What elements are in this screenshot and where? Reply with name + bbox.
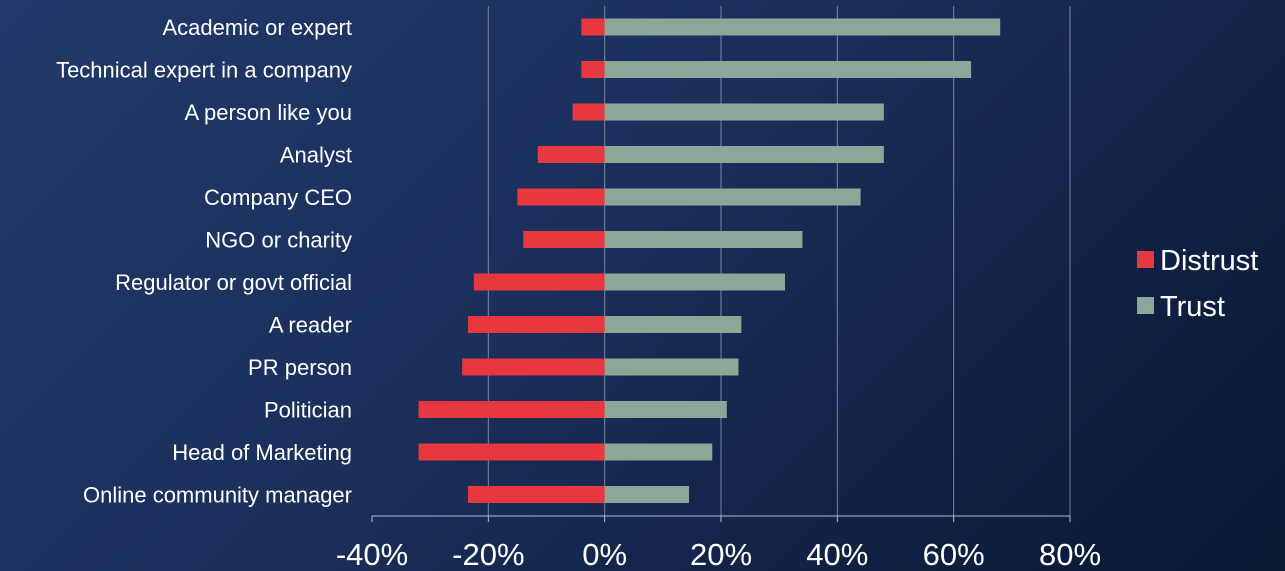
x-tick-label: 80% xyxy=(1039,537,1101,571)
category-label: Regulator or govt official xyxy=(115,270,352,295)
x-tick-label: 0% xyxy=(582,537,627,571)
bar-trust-a-person-like-you xyxy=(604,103,884,121)
category-label: A reader xyxy=(269,313,352,338)
category-label: NGO or charity xyxy=(205,228,352,253)
bar-trust-politician xyxy=(604,401,727,418)
bar-distrust-politician xyxy=(418,401,605,418)
bar-distrust-academic-or-expert xyxy=(581,18,605,36)
legend-label-distrust: Distrust xyxy=(1160,245,1258,277)
category-label: Head of Marketing xyxy=(172,440,352,465)
bar-distrust-ngo-or-charity xyxy=(523,231,605,248)
x-axis: -40% -20% 0% 20% 40% 60% 80% xyxy=(336,515,1101,571)
x-tick-label: -40% xyxy=(336,537,408,571)
x-tick-label: 20% xyxy=(690,537,752,571)
category-label: Online community manager xyxy=(83,483,352,508)
x-tick-label: 40% xyxy=(806,537,868,571)
bar-distrust-a-reader xyxy=(467,316,605,333)
category-label: Academic or expert xyxy=(162,15,352,40)
category-label: A person like you xyxy=(184,100,352,125)
bar-trust-technical-expert-in-a-company xyxy=(604,61,972,78)
gridlines xyxy=(487,6,1071,516)
bar-distrust-company-ceo xyxy=(517,188,605,206)
bar-trust-online-community-manager xyxy=(604,486,690,503)
category-label: Analyst xyxy=(280,143,352,168)
bar-trust-a-reader xyxy=(604,316,742,333)
category-label: Technical expert in a company xyxy=(56,58,352,83)
legend-swatch-trust xyxy=(1137,297,1154,314)
category-label: Politician xyxy=(264,398,352,423)
bar-trust-company-ceo xyxy=(604,188,861,206)
bar-trust-analyst xyxy=(604,146,884,163)
bar-distrust-a-person-like-you xyxy=(572,103,605,121)
bar-trust-academic-or-expert xyxy=(604,18,1001,36)
legend-label-trust: Trust xyxy=(1160,291,1225,323)
x-tick-label: 60% xyxy=(923,537,985,571)
legend: Distrust Trust xyxy=(1137,245,1258,323)
legend-swatch-distrust xyxy=(1137,251,1154,268)
bar-trust-head-of-marketing xyxy=(604,443,713,461)
bar-distrust-pr-person xyxy=(462,358,605,376)
x-tick-label: -20% xyxy=(452,537,524,571)
bar-trust-pr-person xyxy=(604,358,739,376)
category-label: Company CEO xyxy=(204,185,352,210)
bar-distrust-online-community-manager xyxy=(467,486,605,503)
bar-distrust-head-of-marketing xyxy=(418,443,605,461)
bar-distrust-analyst xyxy=(537,146,605,163)
category-label: PR person xyxy=(248,355,352,380)
bar-trust-regulator-or-govt-official xyxy=(604,273,785,291)
category-labels: Academic or expert Technical expert in a … xyxy=(56,15,352,508)
bar-distrust-technical-expert-in-a-company xyxy=(581,61,605,78)
bar-distrust-regulator-or-govt-official xyxy=(473,273,605,291)
bar-trust-ngo-or-charity xyxy=(604,231,803,248)
bars xyxy=(418,18,1001,503)
